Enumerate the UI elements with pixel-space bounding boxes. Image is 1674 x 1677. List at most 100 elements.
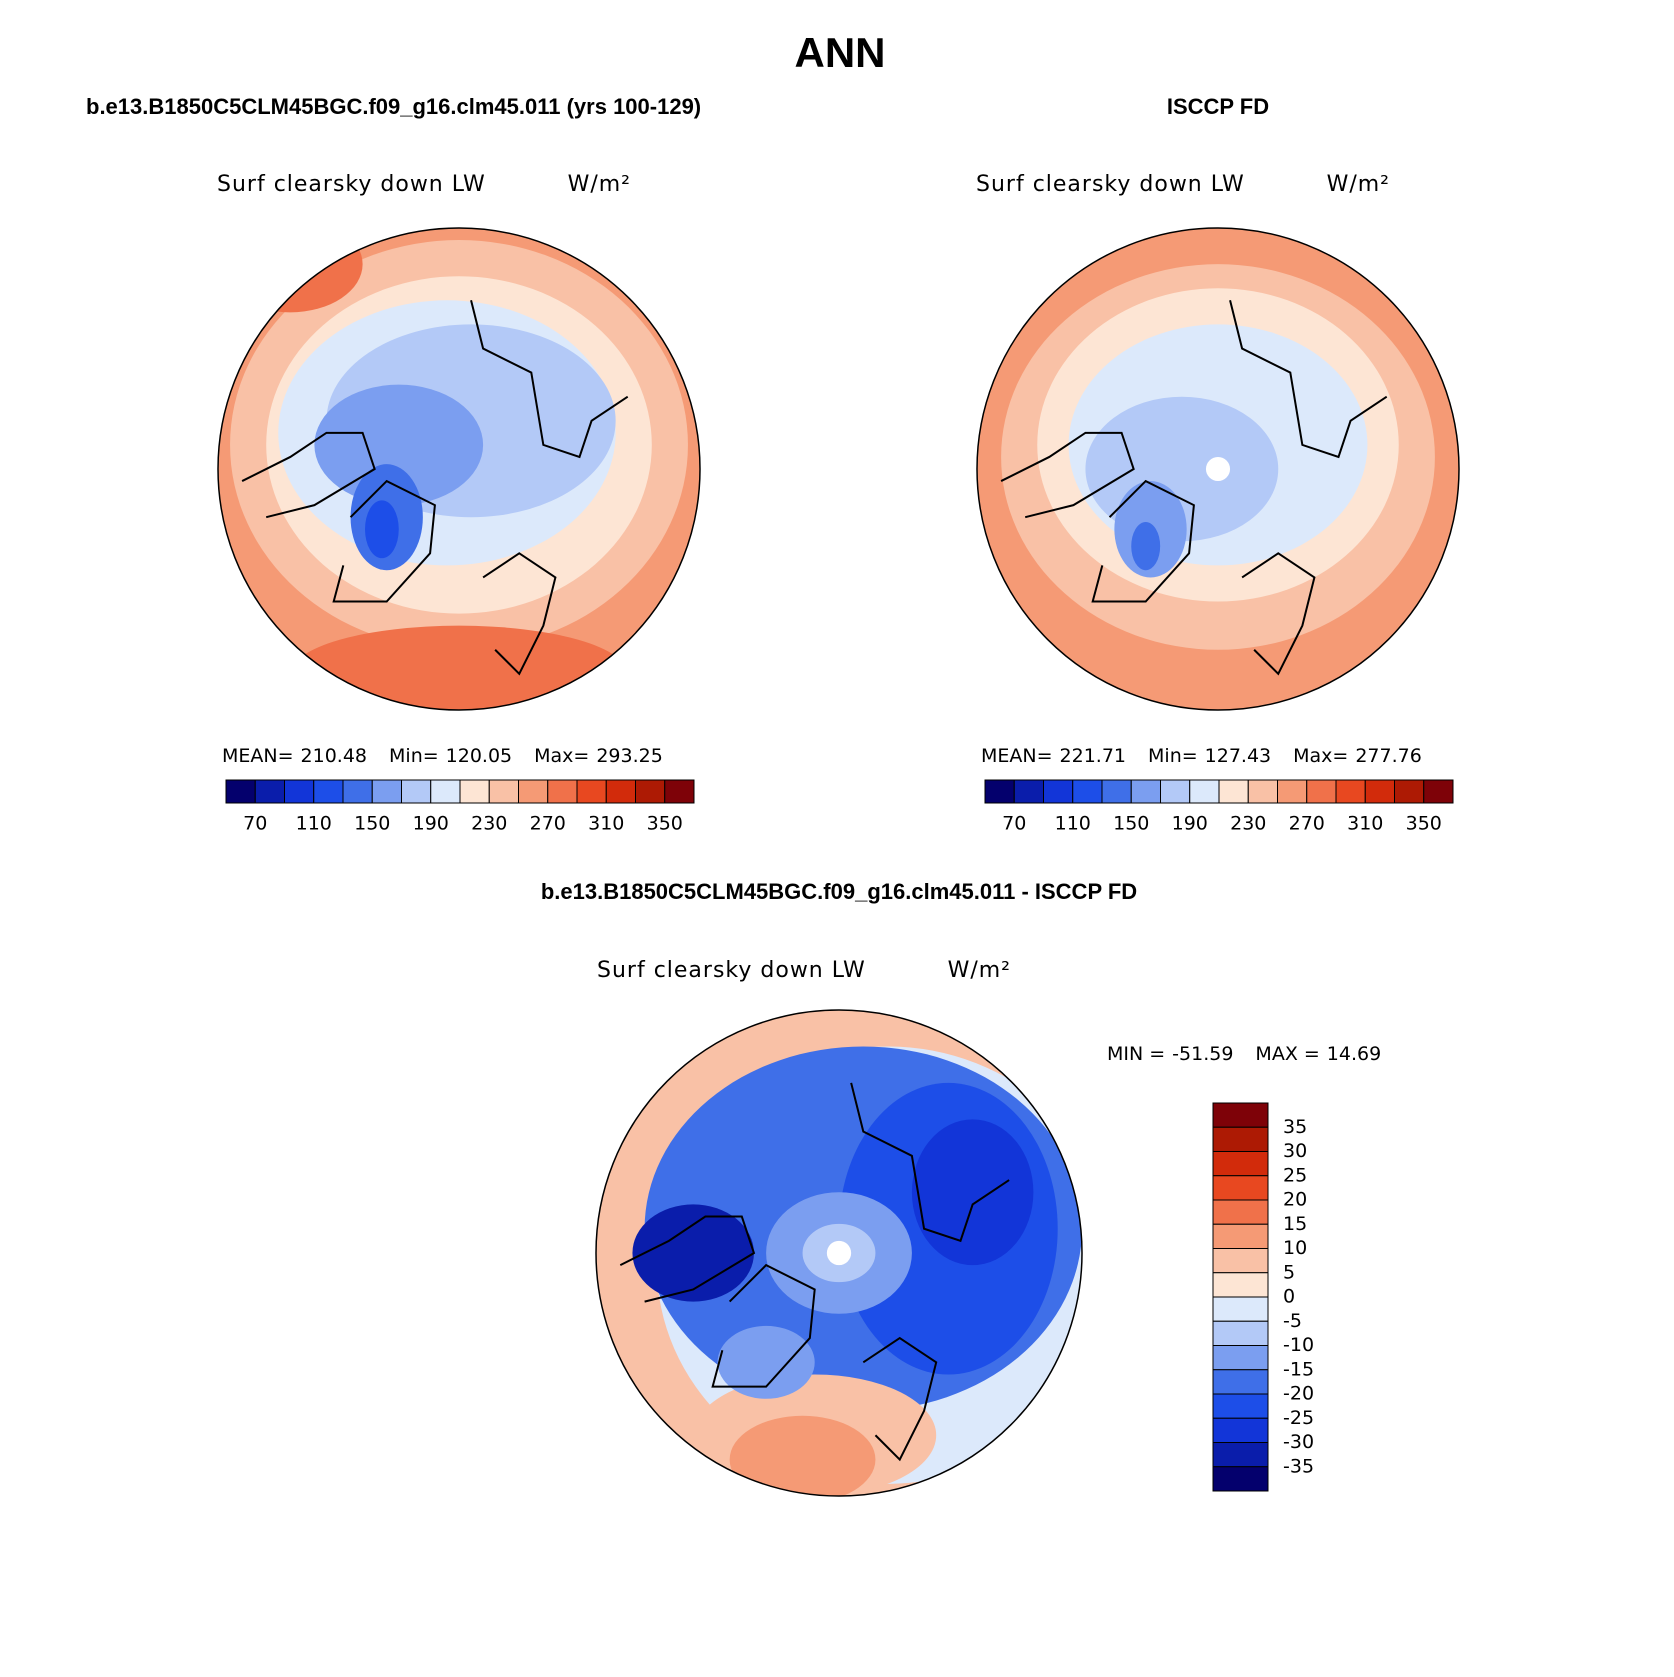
colorbar-label: -35	[1283, 1455, 1314, 1477]
colorbar-box	[1101, 779, 1132, 804]
colorbar-box	[1277, 779, 1308, 804]
polar-map	[977, 228, 1459, 710]
colorbar-label: 190	[1172, 813, 1208, 835]
stat-label: MEAN=	[222, 745, 294, 767]
colorbar-box	[1212, 1126, 1269, 1152]
colorbar-box	[1212, 1199, 1269, 1225]
coastline	[241, 431, 376, 519]
colorbar-box	[1212, 1320, 1269, 1346]
colorbar-box	[1212, 1393, 1269, 1419]
panel-title: b.e13.B1850C5CLM45BGC.f09_g16.clm45.011 …	[86, 94, 701, 119]
stats: MIN = -51.59 MAX = 14.69	[1107, 1043, 1381, 1065]
contour-region	[729, 1415, 876, 1496]
colorbar-box	[313, 779, 344, 804]
colorbar-box	[635, 779, 666, 804]
stat-label: Min=	[389, 745, 439, 767]
colorbar-label: 5	[1283, 1261, 1295, 1283]
colorbar-box	[1130, 779, 1161, 804]
units: W/m²	[568, 172, 631, 197]
colorbar-label: 110	[296, 813, 332, 835]
stat-value: 210.48	[301, 745, 367, 767]
colorbar-label: 230	[471, 813, 507, 835]
colorbar-label: 270	[1289, 813, 1325, 835]
polar-map	[218, 228, 700, 710]
coastline	[619, 1215, 756, 1303]
colorbar-box	[605, 779, 636, 804]
colorbar-label: 15	[1283, 1213, 1307, 1235]
coastline	[850, 1082, 1010, 1243]
stats: MEAN= 221.71 Min= 127.43 Max= 277.76	[981, 745, 1422, 767]
colorbar-label: 150	[1113, 813, 1149, 835]
colorbar-label: -5	[1283, 1310, 1302, 1332]
colorbar-box	[1218, 779, 1249, 804]
colorbar-box	[1212, 1417, 1269, 1443]
colorbar-box	[576, 779, 607, 804]
contour-region	[911, 1119, 1034, 1266]
colorbar-label: 310	[1347, 813, 1383, 835]
panel-title: b.e13.B1850C5CLM45BGC.f09_g16.clm45.011 …	[541, 879, 1137, 904]
stat-label: MAX =	[1255, 1043, 1319, 1065]
contour-region	[1205, 456, 1231, 482]
colorbar-label: 70	[1002, 813, 1026, 835]
polar-map	[596, 1010, 1082, 1496]
colorbar-label: -25	[1283, 1407, 1314, 1429]
variable-name: Surf clearsky down LW	[217, 172, 486, 197]
colorbar-box	[1160, 779, 1191, 804]
contour-region	[1131, 522, 1161, 571]
colorbar-label: -30	[1283, 1431, 1314, 1453]
colorbar-box	[1423, 779, 1454, 804]
stat-value: 127.43	[1205, 745, 1271, 767]
colorbar-box	[371, 779, 402, 804]
colorbar-label: 0	[1283, 1286, 1295, 1308]
stat-value: 120.05	[446, 745, 512, 767]
colorbar-box	[284, 779, 315, 804]
map-border	[976, 227, 1460, 711]
colorbar-label: 25	[1283, 1164, 1307, 1186]
colorbar-box	[1364, 779, 1395, 804]
colorbar-box	[1072, 779, 1103, 804]
stat-value: 293.25	[596, 745, 662, 767]
colorbar-box	[1247, 779, 1278, 804]
stat-label: MIN =	[1107, 1043, 1165, 1065]
colorbar-box	[459, 779, 490, 804]
coastline	[1000, 431, 1135, 519]
contour-region	[632, 1204, 754, 1302]
map-border	[217, 227, 701, 711]
colorbar-label: 110	[1055, 813, 1091, 835]
colorbar-label: -10	[1283, 1334, 1314, 1356]
colorbar-box	[1212, 1466, 1269, 1492]
colorbar-label: 350	[1406, 813, 1442, 835]
colorbar-label: 35	[1283, 1116, 1307, 1138]
colorbar-box	[547, 779, 578, 804]
coastline	[470, 300, 629, 459]
colorbar-label: 70	[243, 813, 267, 835]
coastline	[1091, 479, 1195, 603]
coastline	[1241, 552, 1316, 676]
stat-value: 221.71	[1060, 745, 1126, 767]
colorbar-box	[664, 779, 695, 804]
stat-value: 14.69	[1327, 1043, 1381, 1065]
colorbar-box	[1212, 1296, 1269, 1322]
coastline	[862, 1336, 938, 1462]
stat-value: 277.76	[1355, 745, 1421, 767]
contour-region	[717, 1325, 815, 1399]
colorbar-box	[1013, 779, 1044, 804]
colorbar-box	[225, 779, 256, 804]
units: W/m²	[948, 958, 1011, 983]
colorbar-label: 190	[413, 813, 449, 835]
colorbar-box	[430, 779, 461, 804]
variable-name: Surf clearsky down LW	[597, 958, 866, 983]
colorbar-box	[1212, 1442, 1269, 1468]
colorbar-box	[1189, 779, 1220, 804]
colorbar-box	[254, 779, 285, 804]
stat-label: Max=	[1293, 745, 1348, 767]
variable-name: Surf clearsky down LW	[976, 172, 1245, 197]
contour-region	[826, 1240, 852, 1266]
colorbar-box	[1043, 779, 1074, 804]
colorbar-label: 230	[1230, 813, 1266, 835]
colorbar-box	[1306, 779, 1337, 804]
stat-label: Max=	[534, 745, 589, 767]
stat-label: Min=	[1148, 745, 1198, 767]
colorbar-box	[1212, 1223, 1269, 1249]
stat-value: -51.59	[1172, 1043, 1233, 1065]
